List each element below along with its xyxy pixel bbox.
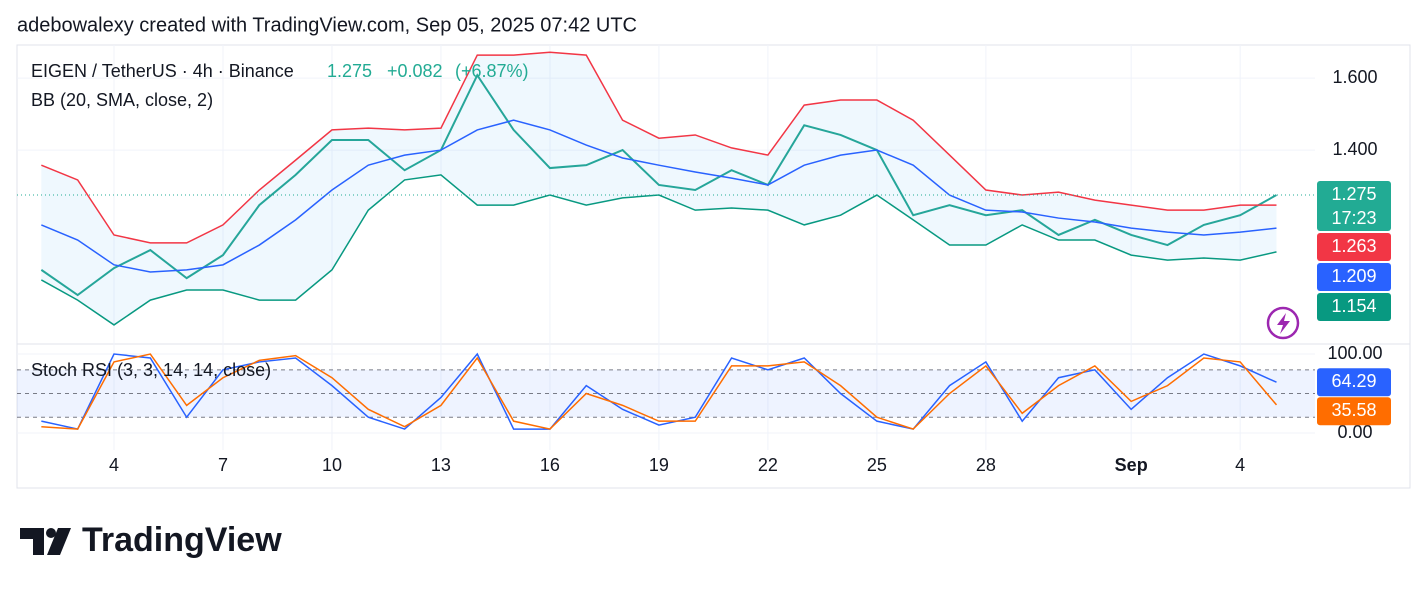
stoch-line — [41, 353, 1278, 430]
indicator-label: BB (20, SMA, close, 2) — [31, 90, 213, 110]
x-tick-label: 19 — [649, 455, 669, 475]
price-line — [40, 73, 1277, 297]
x-tick-label: 4 — [109, 455, 119, 475]
price-label: 1.209 — [1331, 266, 1376, 286]
stoch-value-box — [1317, 397, 1391, 426]
x-tick-label: 28 — [976, 455, 996, 475]
header: adebowalexy created with TradingView.com… — [17, 14, 637, 36]
y-tick-label: 1.400 — [1332, 139, 1377, 159]
logo-icon — [20, 528, 71, 555]
x-tick-label: 10 — [322, 455, 342, 475]
chart-frame — [16, 44, 1411, 489]
y-tick-label: 1.600 — [1332, 67, 1377, 87]
x-tick-label: 22 — [758, 455, 778, 475]
stoch-line — [41, 352, 1277, 430]
x-tick-label: 7 — [218, 455, 228, 475]
x-tick-label: 4 — [1235, 455, 1245, 475]
price-label-box — [1317, 293, 1391, 322]
plot-layer: 4 7 10 13 16 19 22 25 28 Sep 4 1.600 1.400 100.00 0.00… — [17, 45, 1391, 475]
x-tick-label: Sep — [1115, 455, 1148, 475]
price-line — [40, 174, 1277, 326]
x-tick-label: 16 — [540, 455, 560, 475]
price-label: 1.263 — [1331, 236, 1376, 256]
y-tick-label: 0.00 — [1337, 422, 1372, 442]
bb-fill — [41, 52, 1277, 325]
price-label-box — [1317, 181, 1391, 232]
stoch-value-label: 35.58 — [1331, 400, 1376, 420]
symbol-title: EIGEN / TetherUS · 4h · Binance — [31, 61, 294, 81]
price-line — [41, 119, 1277, 273]
stoch-value-label: 64.29 — [1331, 371, 1376, 391]
x-tick-label: 13 — [431, 455, 451, 475]
price-change-pct: (+6.87%) — [455, 61, 529, 81]
alert-bolt — [1277, 313, 1290, 334]
x-tick-label: 25 — [867, 455, 887, 475]
price-line — [41, 51, 1277, 244]
y-tick-label: 100.00 — [1327, 343, 1382, 363]
stoch-value-box — [1317, 368, 1391, 397]
countdown: 17:23 — [1331, 208, 1376, 228]
price-label: 1.154 — [1331, 296, 1376, 316]
logo-text: TradingView — [82, 521, 282, 559]
price-change: +0.082 — [387, 61, 443, 81]
last-price: 1.275 — [327, 61, 372, 81]
price-label-box — [1317, 233, 1391, 262]
price-label-box — [1317, 263, 1391, 292]
price-label: 1.275 — [1331, 184, 1376, 204]
stoch-label: Stoch RSI (3, 3, 14, 14, close) — [31, 360, 271, 380]
